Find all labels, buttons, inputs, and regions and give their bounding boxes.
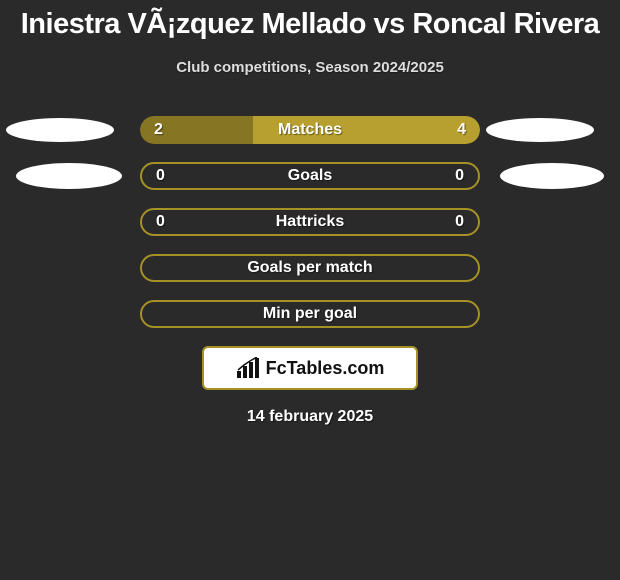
player-left-marker [16, 163, 122, 189]
stat-left-value: 0 [156, 164, 165, 188]
stat-row: Goals per match [0, 254, 620, 282]
bar-left-fill [140, 116, 253, 144]
stat-bar: Min per goal [140, 300, 480, 328]
stat-row: 0 0Goals [0, 162, 620, 190]
stat-bar: Goals per match [140, 254, 480, 282]
player-left-marker [6, 118, 114, 142]
stat-row: Min per goal [0, 300, 620, 328]
stat-label: Goals [142, 164, 478, 188]
date-label: 14 february 2025 [0, 408, 620, 426]
logo-box: FcTables.com [202, 346, 418, 390]
stat-bar: 0 0Hattricks [140, 208, 480, 236]
stat-row: 0 0Hattricks [0, 208, 620, 236]
stat-right-value: 0 [455, 164, 464, 188]
player-right-marker [486, 118, 594, 142]
stat-right-value: 0 [455, 210, 464, 234]
logo-text: FcTables.com [266, 358, 385, 379]
subtitle: Club competitions, Season 2024/2025 [0, 59, 620, 76]
stat-row: 24Matches [0, 116, 620, 144]
stat-label: Min per goal [142, 302, 478, 326]
stat-label: Hattricks [142, 210, 478, 234]
stat-label: Goals per match [142, 256, 478, 280]
stat-rows: 24Matches00Goals00HattricksGoals per mat… [0, 116, 620, 328]
stat-bar: 0 0Goals [140, 162, 480, 190]
bar-right-fill [253, 116, 480, 144]
stat-bar: 24Matches [140, 116, 480, 144]
player-right-marker [500, 163, 604, 189]
page-title: Iniestra VÃ¡zquez Mellado vs Roncal Rive… [0, 0, 620, 41]
stat-left-value: 0 [156, 210, 165, 234]
bars-icon [236, 357, 262, 379]
